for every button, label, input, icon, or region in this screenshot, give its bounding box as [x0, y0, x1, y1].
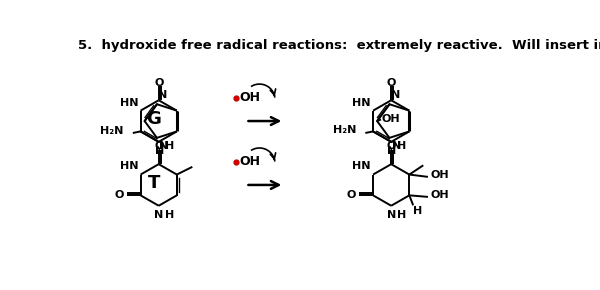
Text: OH: OH — [239, 155, 260, 168]
Text: N: N — [392, 141, 401, 151]
Text: H: H — [397, 141, 406, 151]
Text: N: N — [155, 146, 164, 156]
Text: H: H — [165, 210, 174, 220]
Text: H: H — [397, 210, 407, 220]
Text: HN: HN — [352, 162, 371, 171]
Text: HN: HN — [120, 162, 138, 171]
Text: H: H — [164, 141, 174, 151]
Text: H₂N: H₂N — [100, 126, 124, 136]
Text: N: N — [159, 141, 169, 151]
Text: HN: HN — [120, 97, 138, 108]
Text: O: O — [154, 142, 163, 151]
Text: N: N — [388, 146, 397, 156]
Text: O: O — [347, 190, 356, 200]
Text: OH: OH — [239, 91, 260, 104]
Text: N: N — [158, 90, 168, 100]
Text: H₂N: H₂N — [332, 125, 356, 135]
Text: T: T — [148, 174, 160, 192]
Text: G: G — [146, 110, 161, 128]
Text: OH: OH — [430, 170, 449, 180]
Text: N: N — [386, 210, 396, 220]
Text: O: O — [386, 142, 396, 151]
Text: O: O — [114, 190, 124, 200]
Text: OH: OH — [382, 115, 400, 124]
Text: N: N — [391, 90, 400, 100]
Text: 5.  hydroxide free radical reactions:  extremely reactive.  Will insert into mol: 5. hydroxide free radical reactions: ext… — [78, 39, 600, 52]
Text: O: O — [154, 77, 163, 88]
Text: O: O — [386, 77, 396, 88]
Text: N: N — [154, 210, 163, 220]
Text: H: H — [413, 206, 422, 216]
Text: HN: HN — [352, 97, 371, 108]
Text: OH: OH — [430, 190, 449, 200]
